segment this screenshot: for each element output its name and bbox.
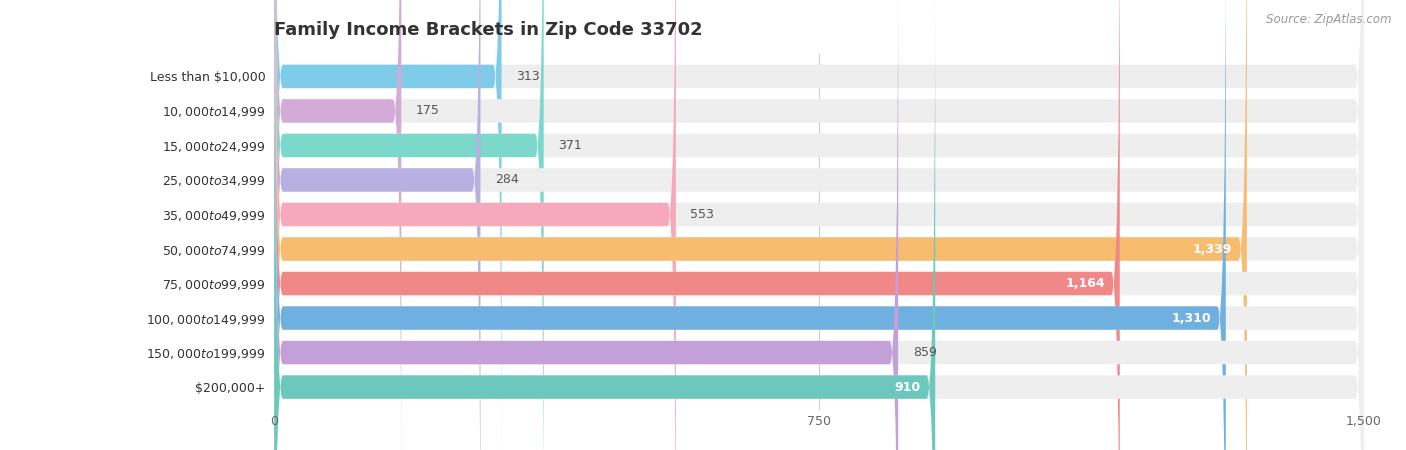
FancyBboxPatch shape — [274, 0, 1364, 450]
Text: 859: 859 — [912, 346, 936, 359]
Text: 313: 313 — [516, 70, 540, 83]
FancyBboxPatch shape — [274, 0, 1364, 450]
FancyBboxPatch shape — [274, 0, 1364, 450]
FancyBboxPatch shape — [274, 0, 1364, 450]
Text: 1,339: 1,339 — [1192, 243, 1232, 256]
FancyBboxPatch shape — [274, 0, 1364, 450]
FancyBboxPatch shape — [274, 0, 1119, 450]
Text: 371: 371 — [558, 139, 582, 152]
FancyBboxPatch shape — [274, 0, 1247, 450]
FancyBboxPatch shape — [274, 0, 481, 450]
FancyBboxPatch shape — [274, 0, 935, 450]
FancyBboxPatch shape — [274, 0, 502, 450]
Text: 284: 284 — [495, 174, 519, 186]
FancyBboxPatch shape — [274, 0, 1364, 450]
FancyBboxPatch shape — [274, 0, 1364, 450]
Text: Source: ZipAtlas.com: Source: ZipAtlas.com — [1267, 14, 1392, 27]
Text: Family Income Brackets in Zip Code 33702: Family Income Brackets in Zip Code 33702 — [274, 21, 703, 39]
FancyBboxPatch shape — [274, 0, 544, 450]
FancyBboxPatch shape — [274, 0, 1364, 450]
FancyBboxPatch shape — [274, 0, 898, 450]
FancyBboxPatch shape — [274, 0, 676, 450]
Text: 1,310: 1,310 — [1171, 311, 1212, 324]
FancyBboxPatch shape — [274, 0, 1226, 450]
FancyBboxPatch shape — [274, 0, 1364, 450]
Text: 553: 553 — [690, 208, 714, 221]
FancyBboxPatch shape — [274, 0, 401, 450]
Text: 910: 910 — [894, 381, 921, 394]
Text: 1,164: 1,164 — [1066, 277, 1105, 290]
Text: 175: 175 — [416, 104, 440, 117]
FancyBboxPatch shape — [274, 0, 1364, 450]
